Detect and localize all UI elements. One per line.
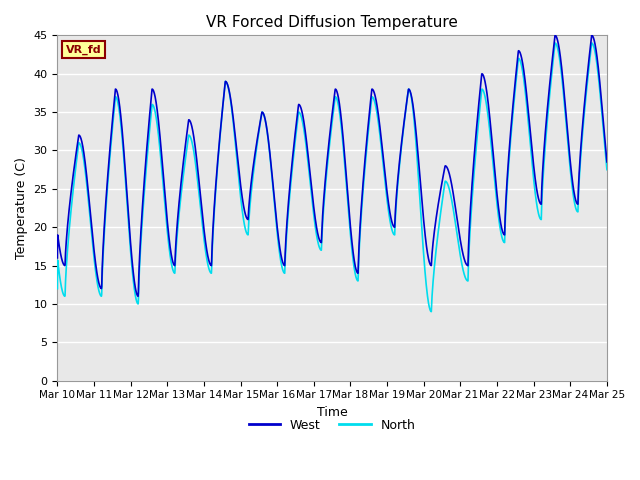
Legend: West, North: West, North [244,414,420,437]
North [492,191,500,197]
North [360,178,368,184]
Title: VR Forced Diffusion Temperature: VR Forced Diffusion Temperature [206,15,458,30]
West [603,159,611,165]
West [492,181,500,187]
West [134,293,142,299]
Line: West: West [58,36,607,296]
West [348,241,356,247]
Y-axis label: Temperature (C): Temperature (C) [15,157,28,259]
North [54,286,61,291]
X-axis label: Time: Time [317,406,348,419]
North [603,167,611,172]
North [348,246,356,252]
West [207,263,215,268]
North [555,51,563,57]
Text: VR_fd: VR_fd [66,45,101,55]
West [555,44,563,49]
West [552,33,559,38]
West [360,168,368,173]
West [570,190,578,196]
North [570,198,578,204]
North [552,40,559,46]
North [207,270,214,276]
West [54,255,61,261]
Line: North: North [58,43,607,312]
North [428,309,435,314]
